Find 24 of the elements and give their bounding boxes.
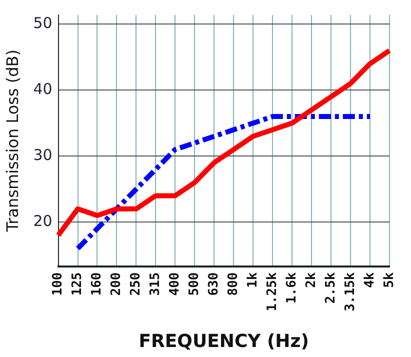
x-tick-label: 315 (148, 272, 164, 296)
x-tick-label: 250 (128, 272, 144, 296)
x-axis-title: FREQUENCY (Hz) (138, 330, 309, 352)
x-tick-label: 2k (304, 272, 319, 288)
x-tick-label: 500 (187, 272, 202, 296)
x-tick-label: 5k (382, 272, 397, 288)
x-tick-label: 2.5k (323, 272, 338, 304)
x-tick-label: 1k (245, 272, 260, 288)
x-tick-label: 1.6k (284, 272, 300, 304)
x-tick-label: 100 (50, 272, 66, 296)
y-tick-label: 40 (33, 80, 52, 98)
y-tick-label: 30 (33, 146, 52, 164)
x-tick-label: 200 (109, 272, 124, 296)
x-tick-label: 4k (362, 272, 378, 288)
y-axis-title: Transmission Loss (dB) (2, 50, 22, 233)
x-tick-label: 800 (226, 272, 241, 296)
y-tick-label: 20 (33, 212, 52, 230)
x-tick-label: 630 (206, 272, 222, 296)
x-tick-label: 1.25k (264, 272, 280, 312)
x-tick-label: 125 (70, 272, 86, 296)
x-tick-label: 400 (168, 272, 183, 296)
x-tick-label: 160 (90, 272, 105, 296)
y-tick-label: 50 (33, 14, 52, 32)
x-tick-label: 3.15k (342, 272, 358, 312)
